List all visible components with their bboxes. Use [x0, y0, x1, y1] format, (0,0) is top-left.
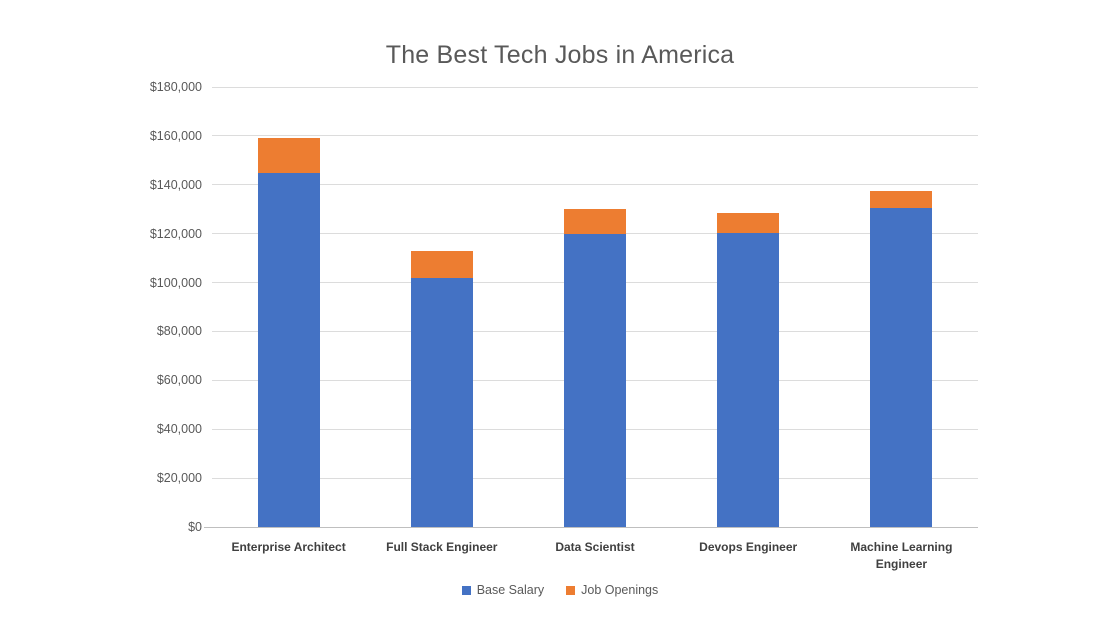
- y-gridline: [212, 184, 978, 186]
- x-axis-category-label: Full Stack Engineer: [386, 540, 498, 554]
- legend-swatch: [566, 585, 576, 595]
- x-axis-line: [204, 526, 978, 528]
- bar-base-salary: [564, 233, 626, 527]
- bar-job-openings: [717, 212, 780, 234]
- bar-base-salary: [410, 278, 473, 527]
- chart-title: The Best Tech Jobs in America: [385, 41, 735, 69]
- legend: Base Salary Job Openings: [0, 583, 1120, 597]
- y-axis-tick-label: $80,000: [156, 324, 202, 339]
- bar-base-salary: [717, 233, 780, 527]
- legend-item: Base Salary: [461, 583, 545, 597]
- y-axis-tick-label: $60,000: [156, 373, 202, 388]
- legend-label: Job Openings: [581, 583, 659, 597]
- y-axis-tick-label: $140,000: [149, 177, 202, 192]
- bar-base-salary: [870, 208, 933, 527]
- y-axis-tick-label: $100,000: [149, 275, 202, 290]
- y-gridline: [212, 86, 978, 88]
- y-axis-tick-label: $40,000: [156, 422, 202, 437]
- x-axis-category-label: Machine Learning Engineer: [850, 540, 953, 572]
- x-axis-category-label: Data Scientist: [555, 540, 635, 554]
- y-axis-tick-label: $120,000: [149, 226, 202, 241]
- bar-job-openings: [870, 191, 933, 209]
- y-axis-tick-label: $0: [188, 520, 202, 534]
- y-gridline: [212, 135, 978, 137]
- legend-item: Job Openings: [566, 583, 658, 597]
- bar-job-openings: [410, 250, 473, 279]
- y-axis-tick-label: $180,000: [149, 80, 202, 94]
- plot-area: $180,000 $160,000 $140,000 $120,000 $100,000…: [150, 80, 978, 571]
- legend-label: Base Salary: [476, 583, 545, 597]
- x-axis-category-label: Enterprise Architect: [231, 540, 346, 554]
- y-axis-tick-label: $20,000: [156, 471, 202, 486]
- y-axis-tick-label: $160,000: [149, 128, 202, 143]
- bar-job-openings: [257, 138, 320, 173]
- legend-swatch: [461, 585, 471, 595]
- x-axis-category-label: Devops Engineer: [699, 540, 798, 554]
- bar-base-salary: [257, 172, 320, 527]
- bar-job-openings: [564, 209, 626, 234]
